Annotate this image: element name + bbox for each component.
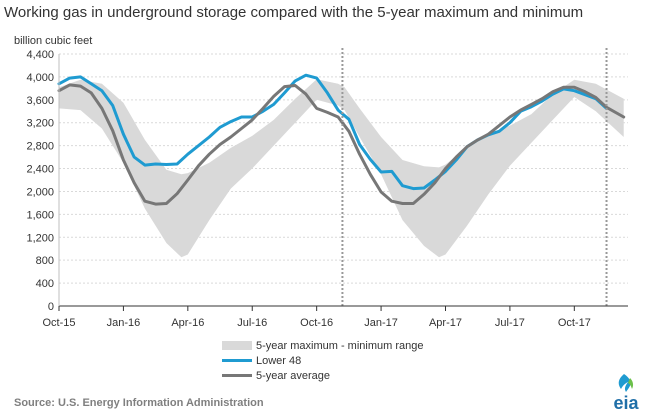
x-tick-label: Jul-17 [495,317,525,329]
legend-swatch-lower-48 [222,359,252,362]
y-tick-label: 4,400 [26,49,54,61]
series-line-layer [57,73,626,206]
y-tick-label: 2,400 [26,164,54,176]
y-tick-label: 0 [48,301,54,313]
legend-label-5yr-average: 5-year average [256,369,330,382]
legend-swatch-range [222,341,252,350]
legend-swatch-5yr-average [222,374,252,377]
chart-legend: 5-year maximum - minimum range Lower 48 … [222,338,423,383]
eia-logo-text: eia [613,393,639,412]
y-tick-label: 1,600 [26,209,54,221]
x-tick-label: Jan-16 [107,317,141,329]
chart-title: Working gas in underground storage compa… [4,4,584,21]
eia-logo: eia [613,374,639,412]
range-band-layer [59,79,624,258]
y-tick-label: 400 [36,278,54,290]
y-tick-label: 4,000 [26,72,54,84]
y-tick-label: 2,800 [26,141,54,153]
legend-item-5yr-average: 5-year average [222,368,423,383]
eia-logo-flame-icon [618,374,631,392]
y-tick-label: 800 [36,255,54,267]
legend-label-lower-48: Lower 48 [256,354,302,367]
legend-item-range: 5-year maximum - minimum range [222,338,423,353]
x-tick-label: Oct-16 [300,317,333,329]
series-line-lower-48 [57,73,608,191]
x-tick-label: Oct-15 [42,317,75,329]
y-tick-label: 2,000 [26,186,54,198]
eia-logo-flame-inner-icon [628,378,634,389]
y-axis-unit-label: billion cubic feet [14,35,93,47]
x-tick-label: Jan-17 [364,317,398,329]
vertical-marker-layer [341,48,608,306]
x-tick-label: Oct-17 [558,317,591,329]
x-tick-label: Jul-16 [237,317,267,329]
legend-label-range: 5-year maximum - minimum range [256,339,424,352]
axis-layer: 0 400 800 1,200 1,600 2,000 2,400 2,800 3,200 3,6… [26,49,628,329]
series-line-5yr-average [57,83,626,206]
source-note: Source: U.S. Energy Information Administ… [14,397,264,409]
y-tick-label: 1,200 [26,232,54,244]
y-tick-label: 3,600 [26,95,54,107]
legend-item-lower-48: Lower 48 [222,353,423,368]
x-tick-label: Apr-16 [171,317,204,329]
range-band-area [59,79,624,258]
y-tick-label: 3,200 [26,118,54,130]
x-tick-label: Apr-17 [429,317,462,329]
